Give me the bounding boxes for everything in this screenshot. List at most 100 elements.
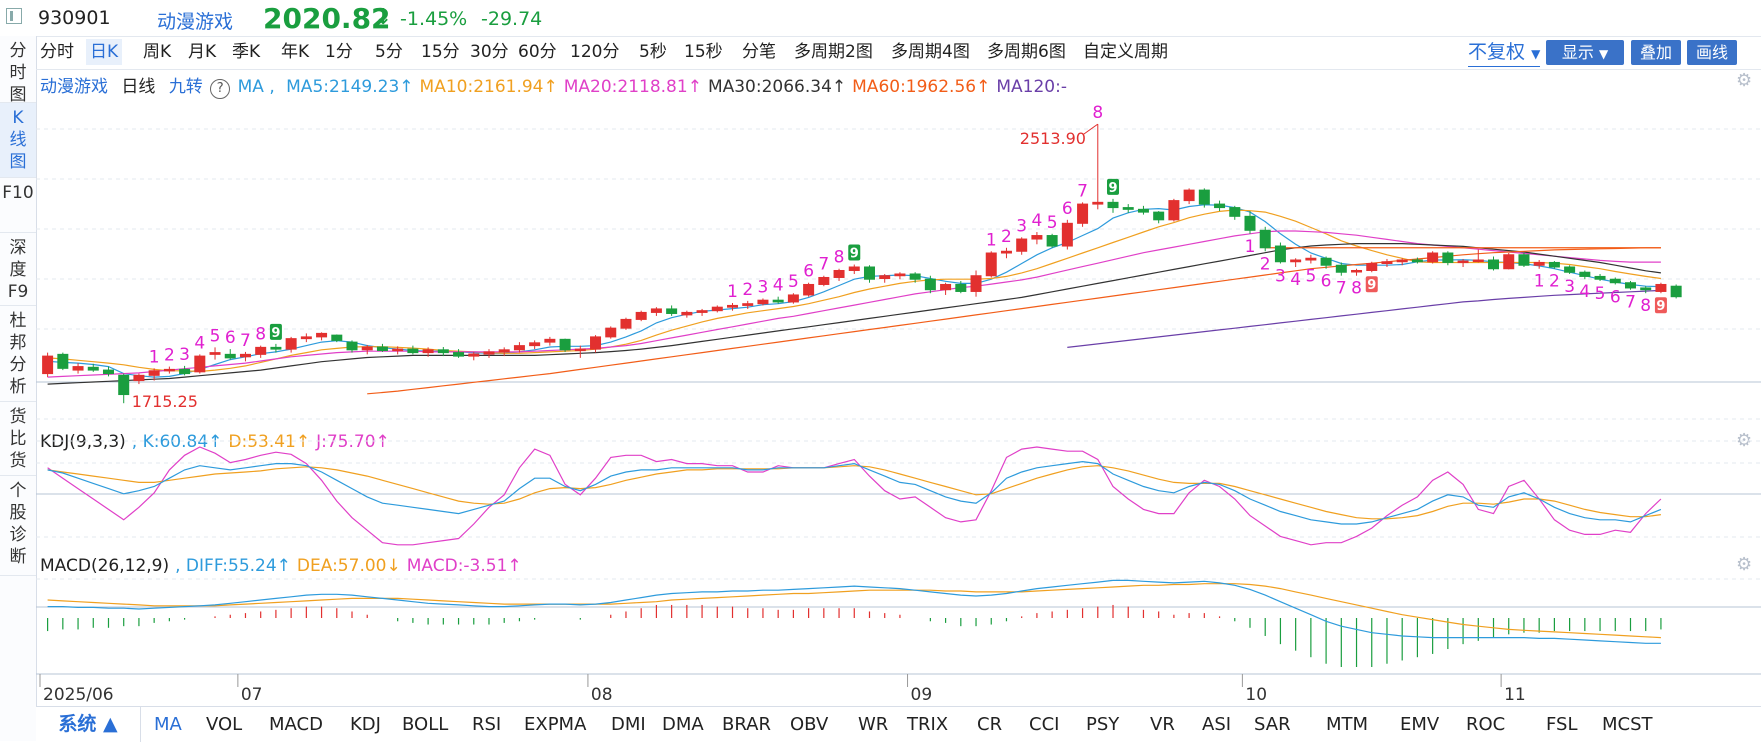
period-tab-14[interactable]: 分笔 [742, 42, 776, 62]
candle-body [1655, 283, 1667, 292]
indicator-tab-brar[interactable]: BRAR [722, 714, 771, 735]
indicator-tab-ma[interactable]: MA [154, 714, 182, 735]
indicator-tab-roc[interactable]: ROC [1466, 714, 1506, 735]
indicator-tab-rsi[interactable]: RSI [472, 714, 502, 735]
period-tab-6[interactable]: 1分 [325, 42, 353, 62]
candle-body [57, 353, 69, 369]
indicator-tab-dma[interactable]: DMA [662, 714, 704, 735]
candle-body [1274, 245, 1286, 263]
period-tab-18[interactable]: 自定义周期 [1083, 42, 1168, 62]
nav-label: 货比货 [9, 407, 27, 471]
ma-legend-value-5: MA120:- [996, 77, 1067, 97]
nav-compare[interactable]: 货比货 [0, 402, 36, 476]
td-count-label: 8 [834, 248, 845, 268]
indicator-tab-vol[interactable]: VOL [206, 714, 243, 735]
period-tab-10[interactable]: 60分 [518, 42, 557, 62]
gear-icon[interactable]: ⚙ [1736, 554, 1753, 575]
candle-body [1411, 259, 1423, 263]
indicator-tab-fsl[interactable]: FSL [1546, 714, 1578, 735]
period-tab-2[interactable]: 周K [143, 42, 172, 62]
help-icon[interactable]: ? [210, 79, 231, 99]
candle-body [1381, 261, 1393, 264]
period-tab-7[interactable]: 5分 [375, 42, 403, 62]
candle-body [331, 334, 343, 341]
indicator-tab-dmi[interactable]: DMI [611, 714, 646, 735]
gear-icon[interactable]: ⚙ [1736, 430, 1753, 451]
td-count-label: 1 [149, 347, 160, 367]
td-count-label: 1 [1245, 237, 1256, 257]
candle-body [909, 273, 921, 280]
gear-icon[interactable]: ⚙ [1736, 70, 1753, 91]
td-count-label: 5 [788, 272, 799, 292]
indicator-tab-cci[interactable]: CCI [1029, 714, 1060, 735]
candle-body [1472, 259, 1484, 263]
nine-turn-toggle[interactable]: 九转 [168, 77, 203, 97]
period-tab-15[interactable]: 多周期2图 [794, 42, 873, 62]
indicator-tab-cr[interactable]: CR [977, 714, 1003, 735]
nav-dupont[interactable]: 杜邦分析 [0, 306, 36, 402]
candle-body [1609, 278, 1621, 284]
period-tab-11[interactable]: 120分 [570, 42, 620, 62]
display-button[interactable]: 显示 ▼ [1546, 40, 1624, 65]
candle-body [361, 346, 373, 351]
period-tab-9[interactable]: 30分 [470, 42, 509, 62]
adjust-dropdown[interactable]: 不复权 ▼ [1468, 40, 1541, 67]
nav-timeshare[interactable]: 分时图 [0, 36, 36, 105]
indicator-tab-sar[interactable]: SAR [1254, 714, 1291, 735]
period-tab-5[interactable]: 年K [281, 42, 310, 62]
indicator-tab-obv[interactable]: OBV [790, 714, 829, 735]
candle-body [803, 283, 815, 296]
candle-body [87, 366, 99, 371]
candle-body [818, 276, 830, 285]
period-tab-17[interactable]: 多周期6图 [987, 42, 1066, 62]
period-tab-16[interactable]: 多周期4图 [891, 42, 970, 62]
indicator-tab-mcst[interactable]: MCST [1602, 714, 1653, 735]
indicator-tab-psy[interactable]: PSY [1086, 714, 1120, 735]
nav-f10[interactable]: F10 [0, 178, 36, 233]
ma20-line [47, 230, 1661, 378]
period-tab-1[interactable]: 日K [86, 39, 123, 65]
td-count-label: 1 [727, 282, 738, 302]
period-tab-3[interactable]: 月K [188, 42, 217, 62]
candle-body [1427, 252, 1439, 263]
ma-legend-value-3: MA30:2066.34↑ [707, 77, 847, 97]
candle-body [1624, 282, 1636, 289]
td-count-label: 6 [803, 262, 814, 282]
nav-diagnosis[interactable]: 个股诊断 [0, 476, 36, 576]
period-tab-4[interactable]: 季K [232, 42, 261, 62]
candle-body [1122, 207, 1134, 210]
period-tab-12[interactable]: 5秒 [639, 42, 667, 62]
nav-depth-f9[interactable]: 深度 F9 [0, 233, 36, 306]
candle-body [574, 348, 586, 352]
candle-body [1320, 257, 1332, 266]
draw-line-button[interactable]: 画线 [1687, 40, 1737, 65]
candle-body [1244, 215, 1256, 231]
overlay-button[interactable]: 叠加 [1631, 40, 1681, 65]
indicator-tab-mtm[interactable]: MTM [1326, 714, 1369, 735]
display-label: 显示 [1561, 43, 1594, 62]
indicator-tab-kdj[interactable]: KDJ [350, 714, 381, 735]
window-menu-icon[interactable] [6, 8, 22, 24]
indicator-tab-macd[interactable]: MACD [269, 714, 323, 735]
period-tab-0[interactable]: 分时 [40, 42, 74, 62]
candle-body [179, 368, 191, 375]
nav-label: 个股诊断 [9, 481, 27, 567]
indicator-tab-trix[interactable]: TRIX [907, 714, 949, 735]
indicator-tab-boll[interactable]: BOLL [402, 714, 449, 735]
indicator-tab-asi[interactable]: ASI [1202, 714, 1232, 735]
period-tab-13[interactable]: 15秒 [684, 42, 723, 62]
td-count-label: 2 [742, 280, 753, 300]
indicator-tab-wr[interactable]: WR [858, 714, 889, 735]
stock-name[interactable]: 动漫游戏 [157, 11, 234, 33]
candle-body [1351, 269, 1363, 273]
indicator-tab-vr[interactable]: VR [1150, 714, 1175, 735]
td-count-label: 4 [1290, 270, 1301, 290]
system-menu-button[interactable]: 系统 ▲ [36, 707, 141, 742]
indicator-tab-emv[interactable]: EMV [1400, 714, 1440, 735]
indicator-tab-expma[interactable]: EXPMA [524, 714, 587, 735]
x-tick-label: 09 [911, 685, 933, 705]
period-tab-8[interactable]: 15分 [421, 42, 460, 62]
candle-body [1168, 200, 1180, 221]
